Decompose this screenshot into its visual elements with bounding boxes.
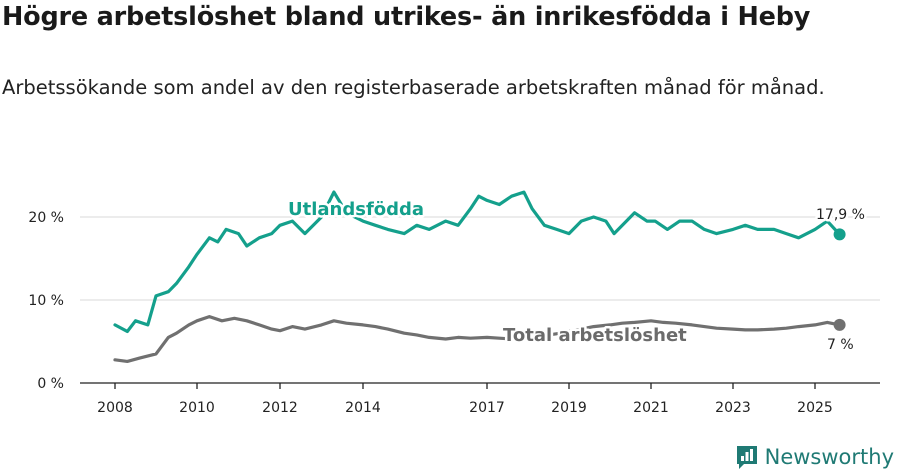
x-tick-label: 2010 xyxy=(179,400,215,416)
series-name-label: Utlandsfödda xyxy=(288,199,424,220)
x-tick-label: 2025 xyxy=(797,400,833,416)
series-lines xyxy=(113,190,846,363)
series-labels: Utlandsfödda Total arbetslöshet 17,9 % 7 % xyxy=(286,197,868,356)
x-tick-label: 2012 xyxy=(262,400,298,416)
x-tick-label: 2014 xyxy=(345,400,381,416)
brand-name: Newsworthy xyxy=(764,445,894,469)
brand-logo: Newsworthy xyxy=(735,444,894,470)
series-end-point xyxy=(833,228,846,241)
bar-chart-logo-icon xyxy=(736,446,757,469)
series-line-1 xyxy=(113,315,842,363)
series-end-label: 17,9 % xyxy=(816,207,865,223)
x-tick-label: 2023 xyxy=(715,400,751,416)
x-tick-label: 2017 xyxy=(469,400,505,416)
y-tick-label: 0 % xyxy=(37,376,64,392)
chart-title: Högre arbetslöshet bland utrikes- än inr… xyxy=(2,2,811,32)
series-name-label: Total arbetslöshet xyxy=(503,325,687,346)
x-axis: 2008 2010 2012 2014 2017 2019 2021 2023 2025 xyxy=(80,382,880,416)
x-tick-label: 2021 xyxy=(633,400,669,416)
y-tick-label: 10 % xyxy=(28,293,64,309)
x-tick-label: 2019 xyxy=(551,400,587,416)
series-line-0 xyxy=(113,190,842,334)
x-tick-label: 2008 xyxy=(97,400,133,416)
y-tick-label: 20 % xyxy=(28,210,64,226)
grid: 0 % 10 % 20 % xyxy=(28,210,880,392)
series-end-label: 7 % xyxy=(827,337,854,353)
series-end-point xyxy=(833,318,846,331)
chart-subtitle: Arbetssökande som andel av den registerb… xyxy=(2,76,825,99)
